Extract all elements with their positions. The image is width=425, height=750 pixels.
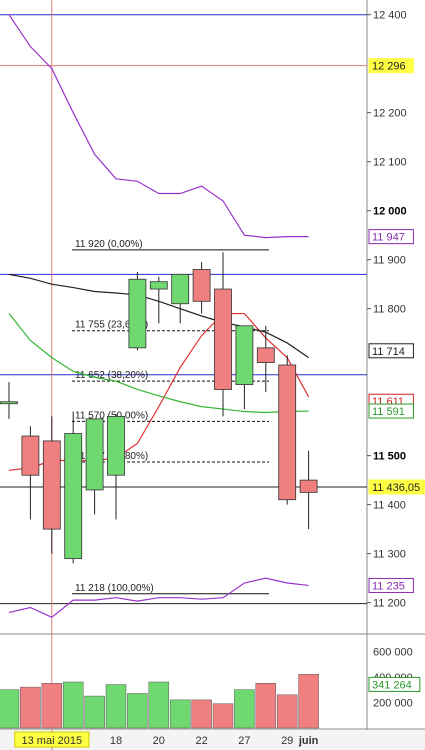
price-tick-label-6: 11 500 — [373, 451, 406, 463]
date-label-4: 27 — [238, 735, 250, 747]
volume-badge: 341 264 — [372, 679, 412, 691]
volume-bar-11 — [234, 689, 255, 729]
candle-body-9 — [192, 269, 211, 302]
price-badge-6: 11 235 — [372, 580, 405, 592]
candle-body-1 — [21, 435, 40, 476]
date-axis-background — [0, 730, 425, 750]
volume-bar-3 — [62, 681, 84, 729]
price-badge-2: 11 714 — [372, 346, 405, 358]
candle-body-4 — [85, 418, 104, 491]
candle-body-12 — [256, 347, 275, 363]
volume-bar-7 — [148, 681, 170, 729]
volume-tick-label-0: 600 000 — [373, 646, 413, 658]
candle-body-13 — [278, 364, 297, 501]
price-badge-0-bg — [368, 58, 414, 74]
volume-bar-4 — [84, 695, 105, 729]
price-badge-5-bg — [368, 479, 425, 495]
date-highlight-bg — [14, 731, 90, 748]
fib-label-3: 11 570 (50,00%) — [75, 410, 148, 421]
candle-body-5 — [107, 416, 125, 476]
price-badge-4: 11 591 — [372, 406, 405, 418]
candle-body-10 — [214, 288, 232, 390]
volume-bar-9 — [191, 699, 212, 729]
volume-bar-2 — [41, 683, 63, 729]
price-tick-label-0: 12 400 — [373, 10, 407, 22]
candle-body-14 — [299, 479, 318, 493]
price-tick-label-4: 11 900 — [373, 255, 406, 267]
price-tick-label-8: 11 300 — [373, 549, 406, 561]
volume-bar-6 — [127, 693, 148, 729]
candle-body-7 — [149, 281, 168, 290]
price-tick-label-3: 12 000 — [373, 206, 407, 218]
volume-bar-1 — [20, 686, 41, 729]
date-label-0: 13 mai 2015 — [22, 735, 83, 747]
fib-label-2: 11 652 (38,20%) — [75, 370, 148, 381]
price-badge-2-bg — [368, 343, 414, 359]
volume-tick-label-2: 200 000 — [373, 697, 413, 709]
volume-bar-12 — [255, 683, 277, 729]
date-label-6: juin — [298, 735, 319, 747]
date-label-5: 29 — [281, 735, 293, 747]
fib-label-0: 11 920 (0,00%) — [75, 239, 143, 250]
price-badge-5: 11 436,05 — [372, 482, 420, 494]
candle-body-11 — [235, 325, 254, 385]
volume-bar-14 — [298, 674, 319, 729]
date-label-1: 18 — [110, 735, 122, 747]
price-badge-4-bg — [368, 403, 414, 419]
fib-label-1: 11 755 (23,60%) — [75, 320, 148, 331]
volume-bar-8 — [169, 699, 191, 729]
date-label-2: 20 — [153, 735, 165, 747]
candle-body-3 — [64, 433, 83, 559]
price-tick-label-2: 12 100 — [373, 157, 407, 169]
overlay-bb-upper — [8, 14, 309, 239]
date-label-3: 22 — [195, 735, 207, 747]
price-tick-label-7: 11 400 — [373, 500, 406, 512]
volume-bar-5 — [105, 684, 127, 729]
candle-body-0 — [0, 401, 18, 405]
overlay-bb-lower — [8, 577, 309, 619]
candle-body-6 — [128, 278, 147, 349]
volume-badge-bg — [368, 676, 421, 692]
price-badge-1-bg — [368, 229, 414, 245]
price-badge-1: 11 947 — [372, 232, 405, 244]
overlay-ma-green — [8, 313, 309, 414]
volume-bar-10 — [212, 703, 234, 729]
price-badge-6-bg — [368, 577, 414, 593]
candle-body-8 — [171, 273, 190, 305]
candle-body-2 — [42, 440, 61, 530]
volume-bar-13 — [276, 694, 298, 729]
price-tick-label-5: 11 800 — [373, 304, 406, 316]
fib-label-5: 11 218 (100,00%) — [75, 583, 154, 594]
price-badge-0: 12 296 — [372, 61, 406, 73]
price-tick-label-1: 12 200 — [373, 108, 407, 120]
price-tick-label-9: 11 200 — [373, 598, 406, 610]
volume-bar-0 — [0, 689, 20, 729]
